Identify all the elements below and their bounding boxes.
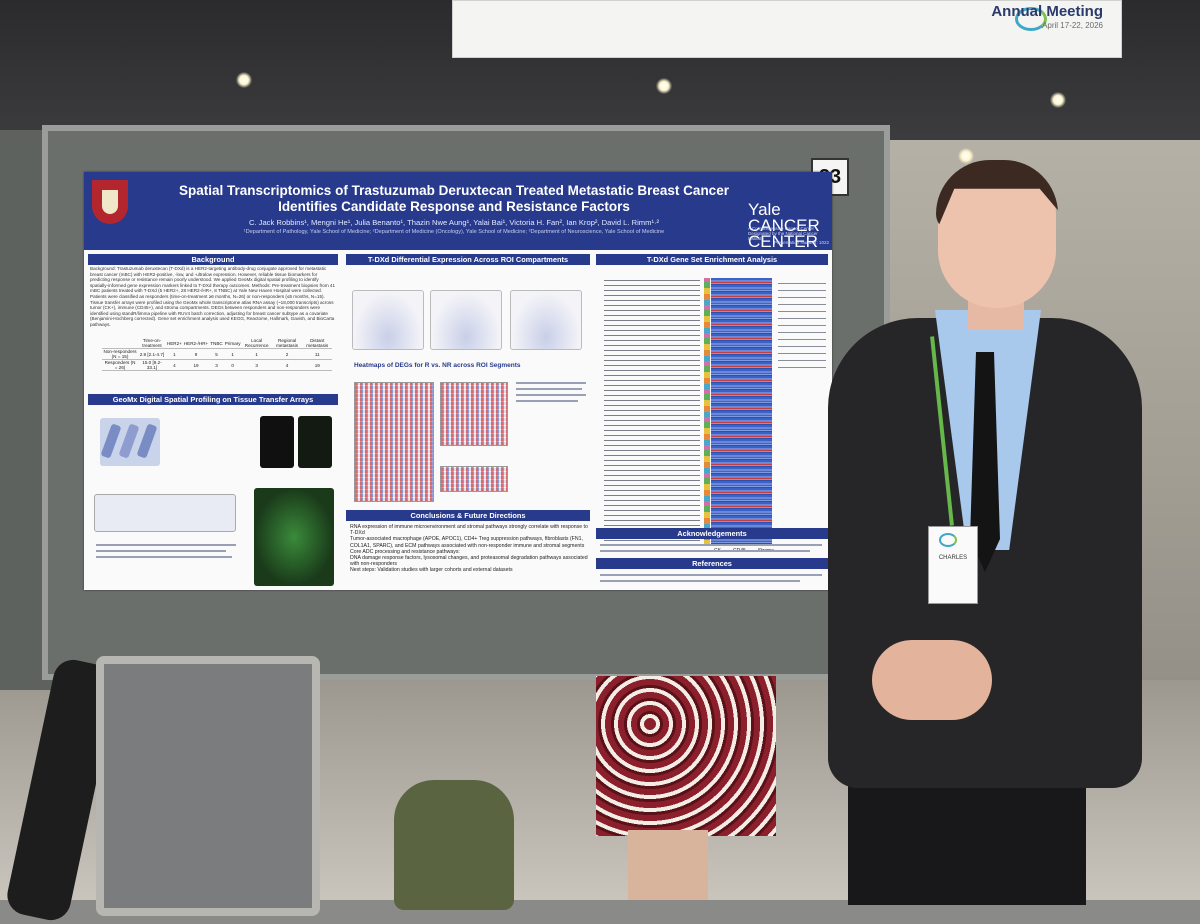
research-poster: Spatial Transcriptomics of Trastuzumab D… — [84, 172, 832, 590]
figure-caption-line — [516, 400, 578, 402]
ceiling-light — [958, 148, 974, 164]
heatmap-ck — [354, 382, 434, 502]
conclusions-list: RNA expression of immune microenvironmen… — [350, 524, 590, 574]
meeting-logo-icon — [1015, 7, 1047, 31]
pathway-theme-strip — [704, 278, 710, 546]
name-badge: CHARLES — [928, 526, 978, 604]
reference-line — [600, 574, 822, 576]
poster-header: Spatial Transcriptomics of Trastuzumab D… — [84, 172, 832, 250]
chair — [96, 656, 320, 916]
yale-logo-subtitle: A Comprehensive Cancer Center Designated… — [748, 226, 818, 241]
presentation-number: Presentation Number: 1022 — [774, 240, 830, 245]
conclusion-item: RNA expression of immune microenvironmen… — [350, 524, 588, 537]
visitor-dress — [596, 676, 776, 836]
banner-date: April 17-22, 2026 — [1042, 21, 1103, 30]
figure-caption-line — [96, 556, 232, 558]
ceiling-light — [656, 78, 672, 94]
yale-crest-icon — [92, 180, 128, 224]
figure-caption-line — [96, 544, 236, 546]
section-acknowledgements-header: Acknowledgements — [596, 528, 828, 539]
fluorescence-image — [298, 416, 332, 468]
conclusion-item: Next steps: Validation studies with larg… — [350, 567, 513, 574]
section-background-header: Background — [88, 254, 338, 265]
section-geomx-header: GeoMx Digital Spatial Profiling on Tissu… — [88, 394, 338, 405]
poster-title: Spatial Transcriptomics of Trastuzumab D… — [179, 183, 729, 214]
badge-name: CHARLES — [938, 555, 968, 561]
table-row: Responders (N = 26) 15.0 [9.2-33.1] 4 19 3… — [102, 359, 332, 371]
visitor-legs — [628, 830, 708, 900]
volcano-plot-cd45 — [430, 290, 502, 350]
section-deg-header: T-DXd Differential Expression Across ROI… — [346, 254, 590, 265]
gsea-legend — [778, 282, 826, 368]
heatmap-cd45 — [440, 382, 508, 446]
dsp-workflow-diagram — [94, 494, 236, 532]
reference-line — [600, 580, 800, 582]
figure-caption-line — [516, 382, 586, 384]
poster-affiliations: ¹Department of Pathology, Yale School of… — [243, 229, 665, 235]
section-references-header: References — [596, 558, 828, 569]
heatmaps-title: Heatmaps of DEGs for R vs. NR across ROI… — [354, 362, 521, 369]
acknowledgement-line — [600, 544, 822, 546]
background-text: Background: Trastuzumab deruxtecan (T-DX… — [90, 266, 336, 327]
crest-shield-icon — [102, 190, 118, 214]
pathway-labels — [604, 278, 700, 546]
backpack — [394, 780, 514, 910]
fluorescence-image — [260, 416, 294, 468]
table-header-row: Time-on-treatment HER2+ HER2-/HR+ TNBC Pri… — [102, 338, 332, 349]
banner-title: Annual Meeting — [991, 3, 1103, 20]
volcano-plot-stroma — [510, 290, 582, 350]
heatmap-stroma — [440, 466, 508, 492]
subtype-table: Time-on-treatment HER2+ HER2-/HR+ TNBC Pri… — [102, 338, 332, 371]
yale-cancer-center-logo: Yale CANCER CENTER — [748, 200, 820, 251]
conclusion-item: Core ADC processing and resistance pathw… — [350, 548, 460, 555]
ceiling-light — [236, 72, 252, 88]
conclusion-item: Tumor-associated macrophage (APOE, APOC1… — [350, 536, 585, 549]
volcano-plot-ck — [352, 290, 424, 350]
poster-authors: C. Jack Robbins¹, Mengni He¹, Julia Bena… — [248, 218, 660, 227]
section-conclusions-header: Conclusions & Future Directions — [346, 510, 590, 521]
figure-caption-line — [516, 388, 582, 390]
figure-caption-line — [516, 394, 586, 396]
enrichment-heatmap — [711, 278, 772, 546]
conclusion-item: DNA damage response factors, lysosomal c… — [350, 555, 588, 568]
ceiling-light — [1050, 92, 1066, 108]
badge-logo-icon — [939, 533, 957, 547]
presenter-hands — [872, 640, 992, 720]
figure-caption-line — [96, 550, 226, 552]
section-gsea-header: T-DXd Gene Set Enrichment Analysis — [596, 254, 828, 265]
roi-segment-image — [254, 488, 334, 586]
meeting-banner: Annual Meeting April 17-22, 2026 — [452, 0, 1122, 58]
acknowledgement-line — [600, 550, 810, 552]
